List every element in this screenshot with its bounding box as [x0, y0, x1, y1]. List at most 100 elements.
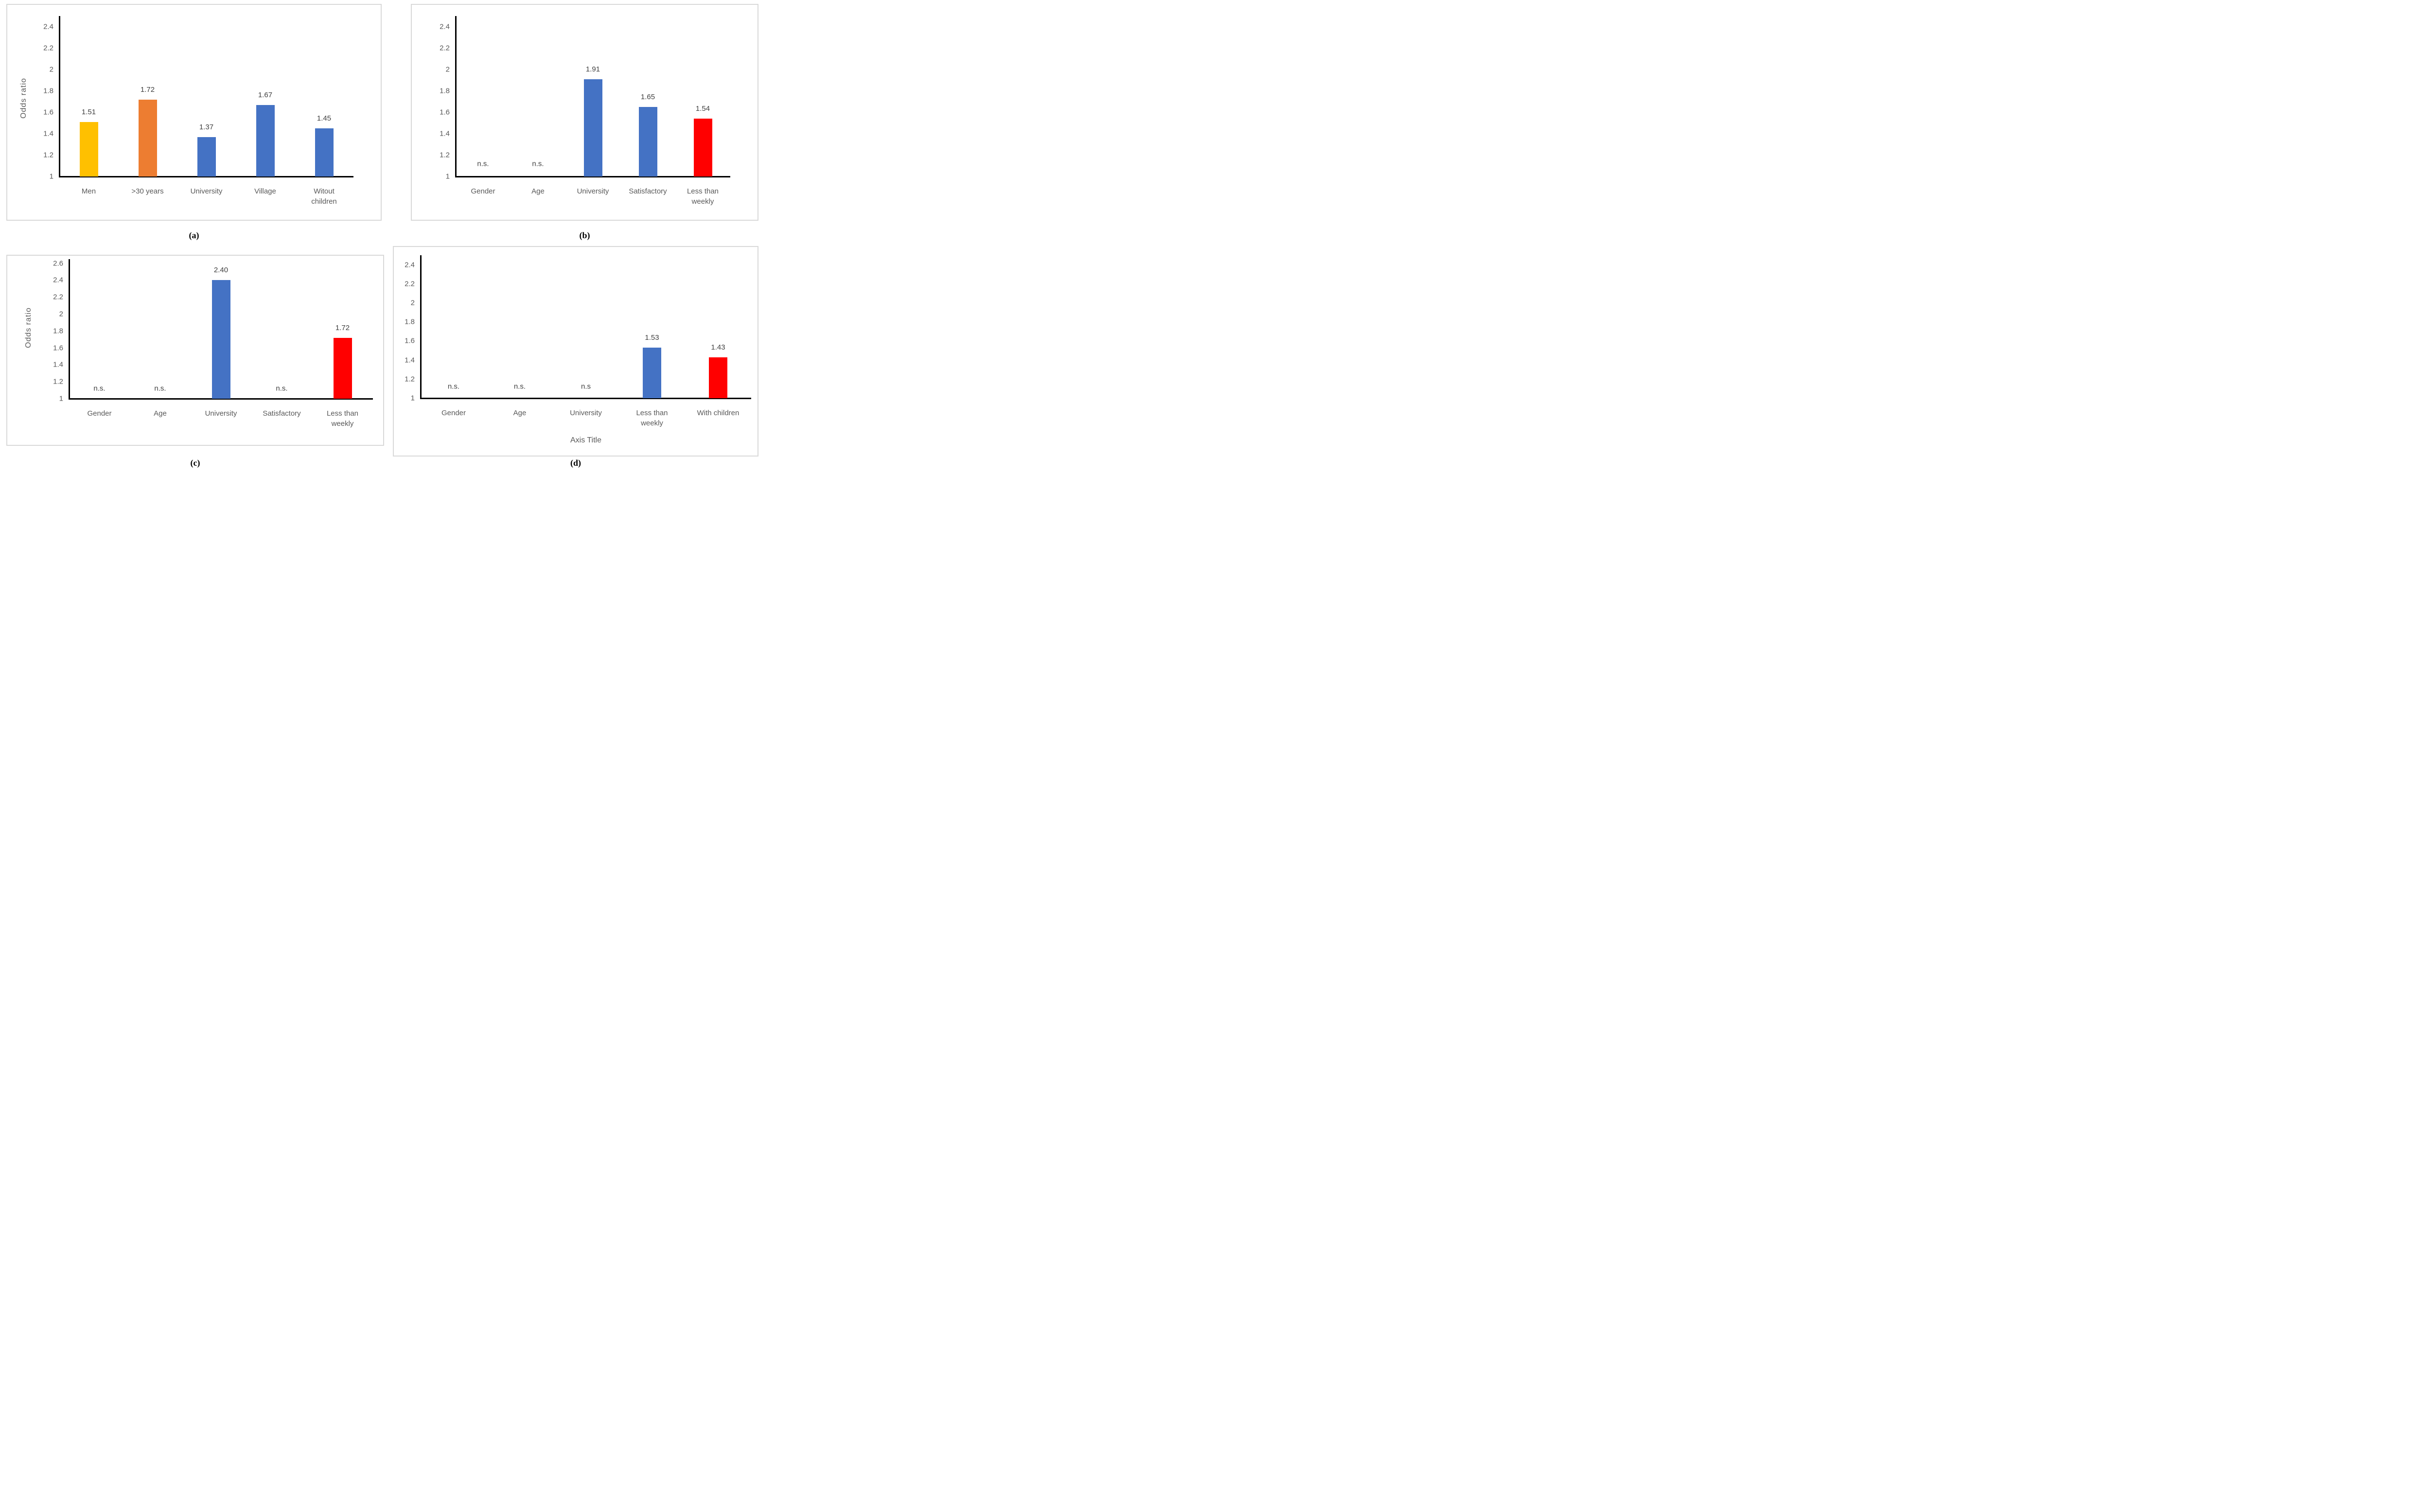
y-tick-label: 1.8	[53, 327, 63, 335]
y-tick-label: 1.8	[440, 87, 450, 95]
x-axis-line	[69, 398, 373, 400]
bar-less-than	[333, 338, 352, 399]
value-label: 1.72	[140, 86, 155, 94]
y-axis-line	[59, 16, 60, 177]
y-tick-label: 1.6	[440, 108, 450, 117]
caption-a: (a)	[189, 230, 199, 240]
value-label: 1.65	[640, 93, 655, 101]
y-tick-label: 1.8	[405, 317, 415, 326]
y-tick-label: 1	[445, 172, 450, 181]
x-category-label: Village	[254, 187, 276, 195]
ns-label: n.s.	[532, 159, 544, 168]
y-tick-label: 2.6	[53, 259, 63, 268]
value-label: 1.91	[585, 65, 600, 73]
y-tick-label: 2.4	[43, 22, 53, 31]
bar-university	[197, 137, 216, 176]
y-tick-label: 1	[410, 394, 415, 403]
bar-less-than	[643, 348, 661, 398]
y-tick-label: 2.2	[440, 44, 450, 53]
value-label: 1.53	[645, 334, 659, 342]
y-tick-label: 1	[59, 394, 63, 403]
y-axis-line	[69, 259, 70, 400]
y-axis-line	[420, 255, 422, 399]
ns-label: n.s.	[93, 384, 106, 393]
x-category-label: Less than weekly	[687, 187, 719, 206]
bar-less-than	[693, 119, 712, 176]
x-category-label: University	[570, 409, 602, 417]
x-category-label: Less than weekly	[326, 409, 359, 428]
x-category-label: Satisfactory	[629, 187, 667, 195]
y-tick-label: 1.2	[405, 375, 415, 384]
y-tick-label: 2.2	[43, 44, 53, 53]
y-tick-label: 1.8	[43, 87, 53, 95]
ns-label: n.s.	[154, 384, 166, 393]
ns-label: n.s.	[447, 382, 460, 391]
ns-label: n.s.	[477, 159, 489, 168]
y-tick-label: 1.2	[43, 151, 53, 159]
x-axis-line	[59, 176, 353, 177]
bar--30-years	[138, 100, 157, 176]
bar-satisfactory	[638, 107, 657, 176]
x-axis-line	[421, 398, 751, 399]
figure-page: 1 1.2 1.4 1.6 1.8 2 2.2 2.4 Odds ratio 1.51 Men 1.7…	[0, 0, 763, 473]
chart-panel-d: 1 1.2 1.4 1.6 1.8 2 2.2 2.4 n.s. Gender n.s. Age n.s…	[393, 246, 758, 457]
y-tick-label: 2.2	[53, 293, 63, 301]
y-tick-label: 1.6	[43, 108, 53, 117]
ns-label: n.s.	[513, 382, 526, 391]
y-tick-label: 1.6	[405, 336, 415, 345]
x-category-label: Men	[81, 187, 96, 195]
x-category-label: Gender	[471, 187, 495, 195]
value-label: 1.45	[317, 114, 332, 123]
bar-with-children	[709, 357, 727, 398]
x-category-label: Age	[531, 187, 545, 195]
value-label: 1.67	[258, 91, 273, 99]
value-label: 1.72	[335, 324, 350, 332]
y-axis-title: Odds ratio	[24, 307, 33, 348]
value-label: 1.43	[711, 343, 725, 352]
bar-university	[583, 79, 602, 176]
x-category-label: Age	[513, 409, 527, 417]
x-category-label: University	[190, 187, 223, 195]
chart-panel-b: 1 1.2 1.4 1.6 1.8 2 2.2 2.4 n.s. Gender n.s. Age 1.9…	[411, 4, 758, 221]
chart-panel-a: 1 1.2 1.4 1.6 1.8 2 2.2 2.4 Odds ratio 1.51 Men 1.7…	[6, 4, 382, 221]
y-tick-label: 1.4	[405, 356, 415, 365]
y-tick-label: 1.6	[53, 344, 63, 352]
x-category-label: University	[205, 409, 237, 418]
y-tick-label: 2.4	[440, 22, 450, 31]
caption-b: (b)	[579, 230, 590, 240]
bar-witout	[315, 128, 334, 176]
bar-university	[211, 280, 230, 399]
y-axis-line	[455, 16, 457, 177]
bar-village	[256, 105, 275, 176]
x-category-label: Age	[154, 409, 167, 418]
caption-d: (d)	[570, 458, 581, 468]
y-tick-label: 2	[445, 65, 450, 74]
x-axis-line	[456, 176, 730, 177]
x-category-label: Gender	[441, 409, 466, 417]
caption-c: (c)	[190, 458, 200, 468]
value-label: 1.51	[81, 108, 96, 116]
value-label: 1.37	[199, 123, 214, 131]
y-tick-label: 1.4	[440, 129, 450, 138]
ns-label: n.s	[581, 382, 591, 391]
y-tick-label: 2	[59, 310, 63, 318]
y-tick-label: 1.2	[440, 151, 450, 159]
x-category-label: University	[577, 187, 609, 195]
y-tick-label: 2.4	[405, 261, 415, 269]
x-category-label: >30 years	[131, 187, 164, 195]
y-tick-label: 2.2	[405, 280, 415, 288]
y-tick-label: 2	[49, 65, 53, 74]
value-label: 2.40	[213, 266, 229, 274]
x-category-label: Less than weekly	[636, 409, 668, 427]
y-tick-label: 1.2	[53, 377, 63, 386]
y-tick-label: 1.4	[53, 360, 63, 369]
y-tick-label: 2.4	[53, 276, 63, 284]
y-tick-label: 1.4	[43, 129, 53, 138]
y-axis-title: Odds ratio	[19, 78, 28, 119]
value-label: 1.54	[695, 105, 710, 113]
bar-men	[79, 122, 98, 176]
x-category-label: Witout children	[311, 187, 337, 206]
x-category-label: Satisfactory	[263, 409, 301, 418]
x-axis-title: Axis Title	[570, 436, 602, 444]
ns-label: n.s.	[276, 384, 288, 393]
